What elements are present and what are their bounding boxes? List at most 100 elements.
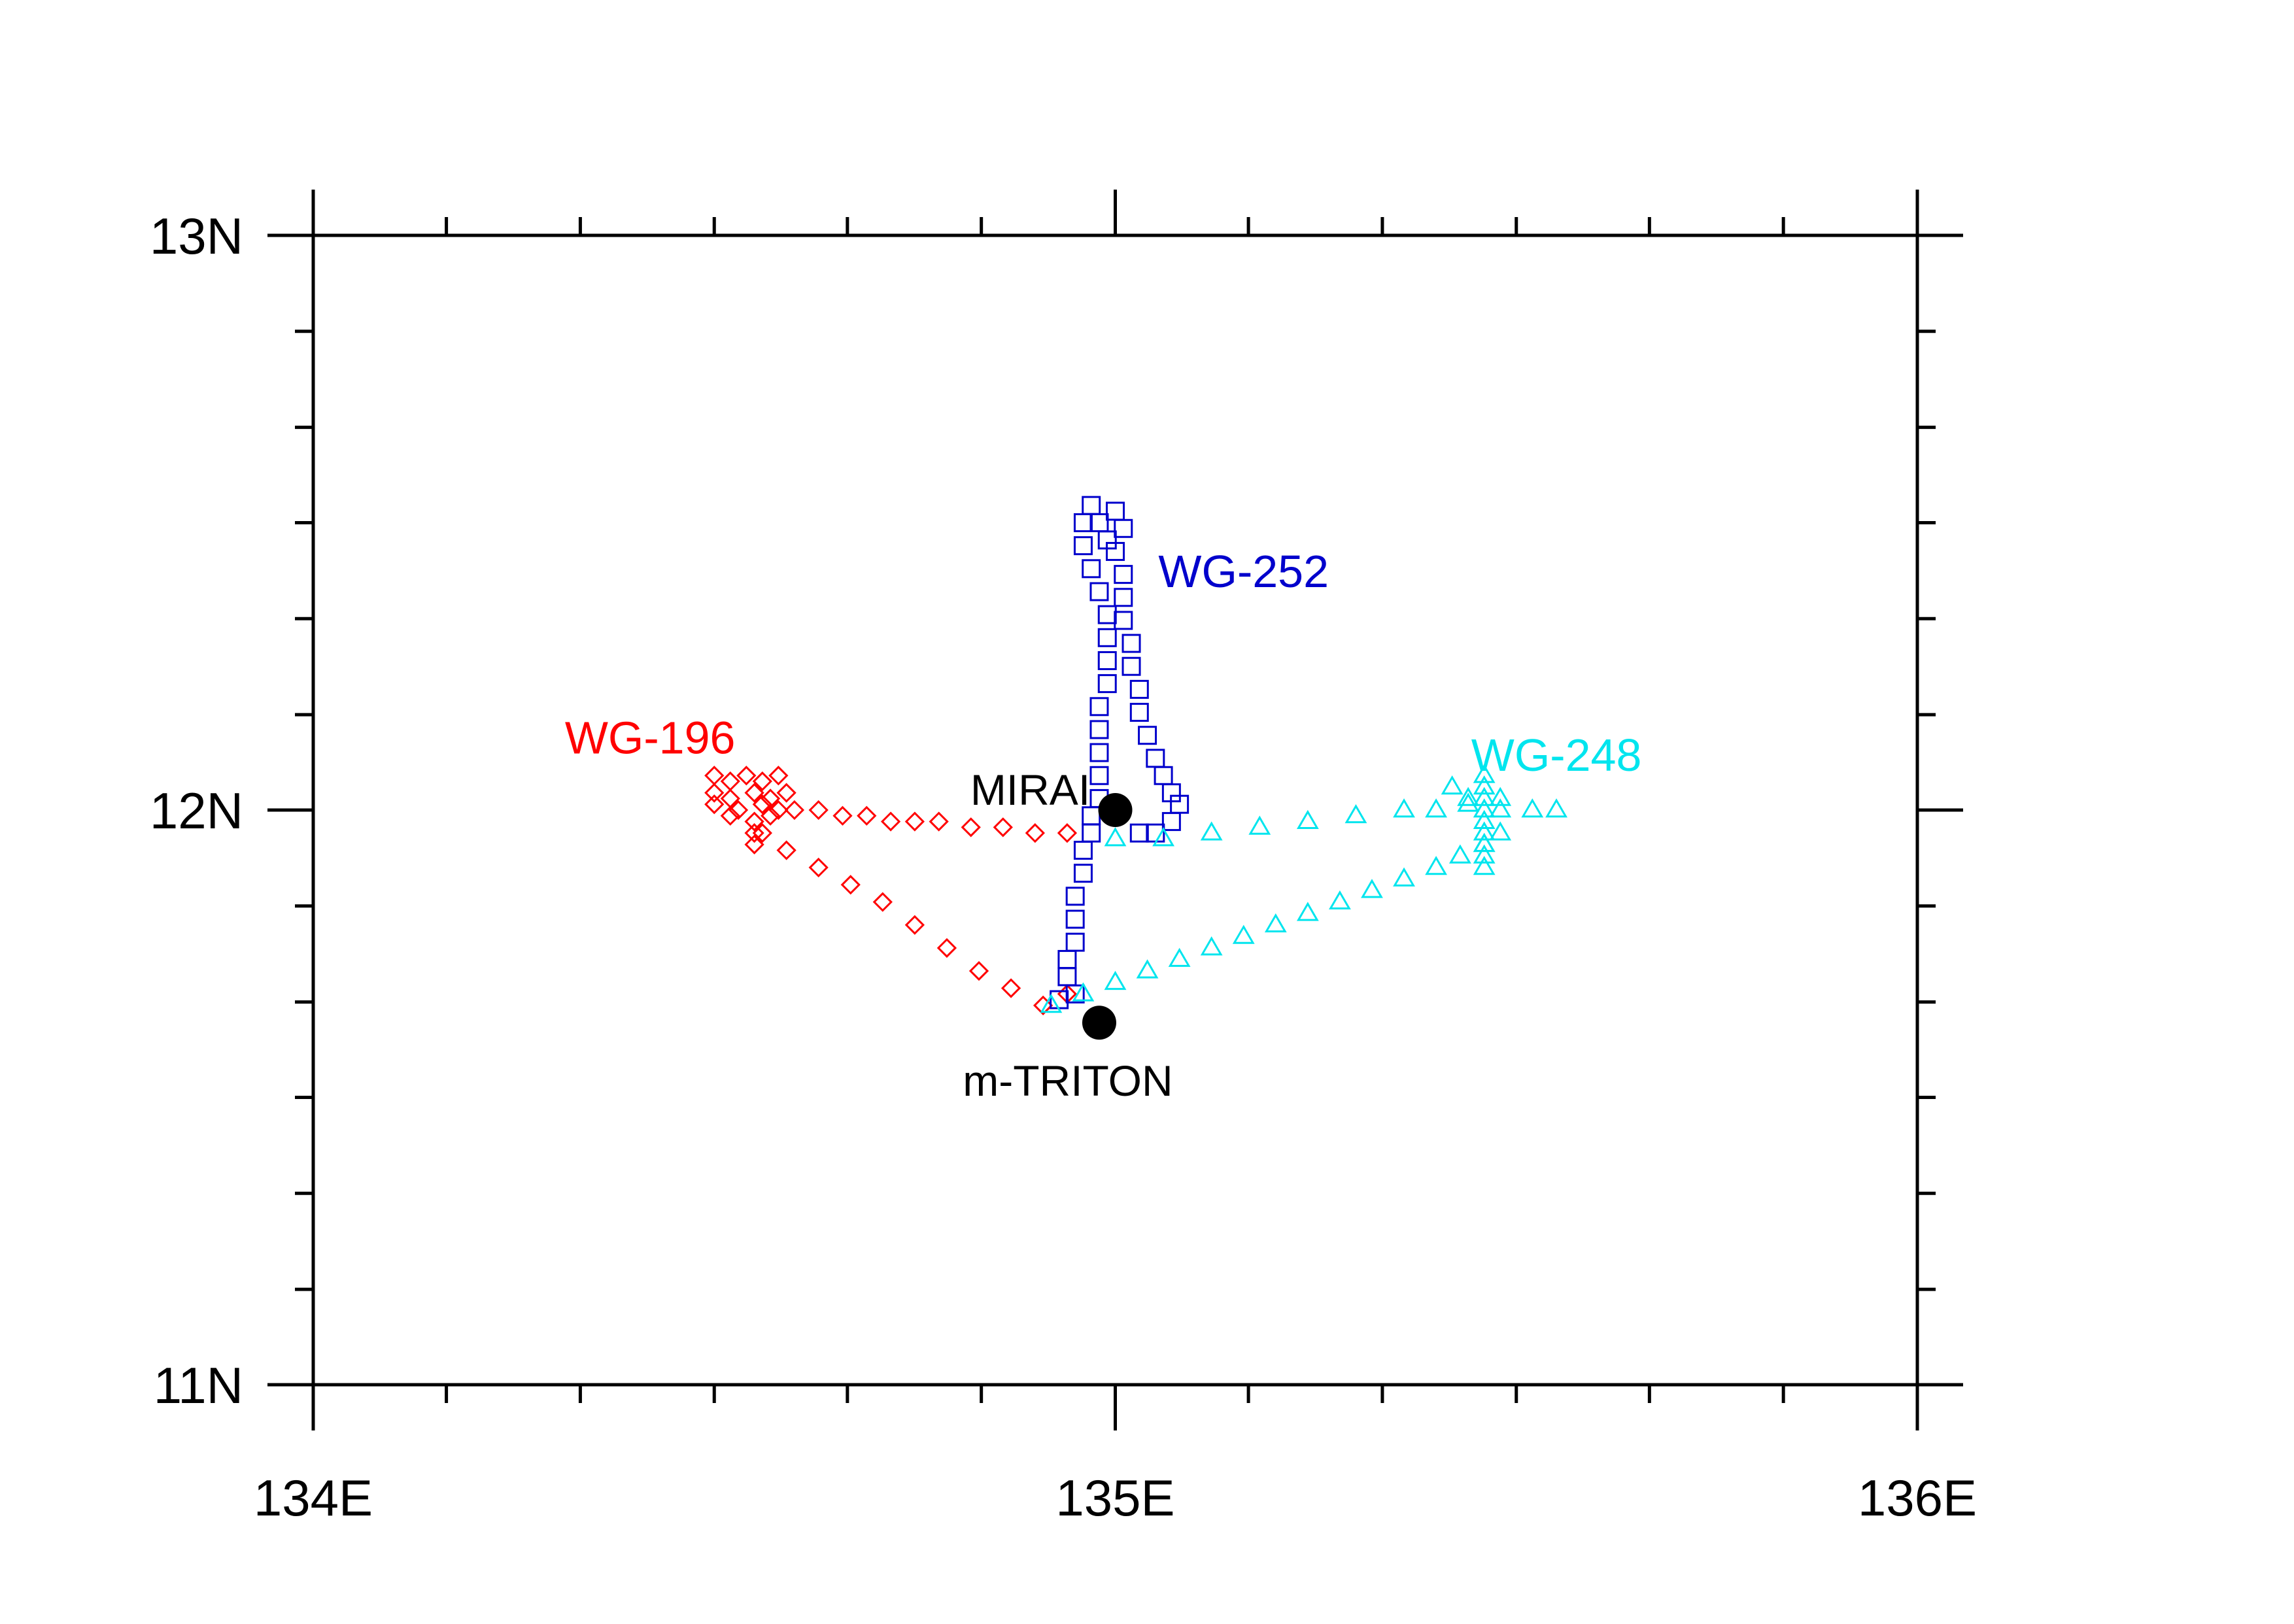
point-wg-248 bbox=[1361, 879, 1383, 898]
point-wg-248 bbox=[1425, 856, 1448, 875]
point-wg-196 bbox=[720, 805, 740, 826]
point-wg-196 bbox=[752, 771, 772, 792]
point-wg-248 bbox=[1545, 798, 1567, 818]
point-wg-196 bbox=[744, 783, 764, 803]
point-wg-252 bbox=[1129, 703, 1149, 722]
point-wg-248 bbox=[1457, 792, 1480, 812]
x-tick-label: 134E bbox=[254, 1469, 373, 1527]
point-wg-196 bbox=[808, 857, 829, 878]
point-wg-196 bbox=[857, 805, 877, 826]
series-label-wg-252: WG-252 bbox=[1158, 546, 1329, 597]
point-wg-248 bbox=[1425, 798, 1448, 818]
point-wg-196 bbox=[768, 800, 789, 820]
point-wg-252 bbox=[1089, 513, 1109, 532]
point-wg-252 bbox=[1114, 611, 1133, 630]
point-wg-252 bbox=[1082, 559, 1101, 579]
point-wg-252 bbox=[1065, 909, 1085, 929]
point-wg-252 bbox=[1089, 697, 1109, 717]
y-tick-label: 12N bbox=[150, 782, 243, 839]
series-wg-196 bbox=[704, 766, 1078, 1015]
point-wg-252 bbox=[1097, 605, 1117, 624]
point-wg-196 bbox=[752, 794, 772, 815]
point-wg-252 bbox=[1082, 823, 1101, 843]
point-wg-252 bbox=[1114, 565, 1133, 584]
point-wg-196 bbox=[961, 817, 981, 837]
point-wg-196 bbox=[752, 823, 772, 843]
point-wg-252 bbox=[1121, 656, 1141, 676]
point-wg-252 bbox=[1089, 582, 1109, 601]
series-layer bbox=[704, 496, 1567, 1015]
axis-ticks: 134E 135E 136E 11N 12N 13N bbox=[150, 190, 1977, 1527]
point-wg-248 bbox=[1473, 821, 1496, 841]
point-wg-196 bbox=[1025, 823, 1045, 843]
point-wg-252 bbox=[1106, 541, 1125, 561]
point-wg-252 bbox=[1073, 841, 1093, 860]
point-wg-196 bbox=[776, 840, 796, 860]
point-wg-248 bbox=[1441, 775, 1464, 795]
point-wg-248 bbox=[1200, 936, 1223, 956]
point-wg-248 bbox=[1393, 798, 1415, 818]
point-wg-248 bbox=[1329, 890, 1351, 910]
point-wg-248 bbox=[1473, 809, 1496, 829]
point-wg-248 bbox=[1104, 970, 1127, 990]
point-wg-252 bbox=[1057, 967, 1077, 987]
point-wg-252 bbox=[1138, 726, 1157, 745]
y-tick-label: 11N bbox=[154, 1357, 243, 1414]
point-wg-248 bbox=[1168, 947, 1191, 967]
point-wg-252 bbox=[1073, 513, 1093, 532]
point-wg-252 bbox=[1097, 651, 1117, 670]
point-wg-248 bbox=[1296, 809, 1319, 829]
point-wg-248 bbox=[1489, 798, 1512, 818]
point-wg-196 bbox=[744, 811, 764, 832]
point-wg-248 bbox=[1344, 804, 1367, 824]
point-wg-252 bbox=[1161, 812, 1181, 832]
point-wg-252 bbox=[1097, 674, 1117, 694]
point-wg-248 bbox=[1104, 827, 1127, 847]
station-marker-m-triton bbox=[1082, 1006, 1116, 1040]
stations-layer bbox=[1082, 793, 1133, 1040]
point-wg-196 bbox=[768, 766, 789, 786]
point-wg-248 bbox=[1136, 959, 1159, 979]
point-wg-248 bbox=[1473, 832, 1496, 853]
point-wg-248 bbox=[1040, 994, 1063, 1013]
station-marker-mirai bbox=[1098, 793, 1133, 827]
point-wg-196 bbox=[776, 783, 796, 803]
point-wg-252 bbox=[1057, 950, 1077, 970]
point-wg-248 bbox=[1489, 787, 1512, 806]
point-wg-196 bbox=[704, 794, 725, 815]
series-label-wg-196: WG-196 bbox=[565, 713, 736, 764]
point-wg-196 bbox=[720, 771, 740, 792]
point-wg-196 bbox=[968, 960, 989, 981]
point-wg-248 bbox=[1489, 821, 1512, 841]
point-wg-252 bbox=[1146, 749, 1165, 768]
point-wg-196 bbox=[936, 938, 957, 958]
point-wg-248 bbox=[1473, 764, 1496, 783]
point-wg-196 bbox=[736, 766, 757, 786]
point-wg-252 bbox=[1114, 588, 1133, 607]
point-wg-252 bbox=[1106, 501, 1125, 521]
point-wg-248 bbox=[1473, 798, 1496, 818]
point-wg-196 bbox=[744, 823, 764, 843]
point-wg-252 bbox=[1089, 720, 1109, 739]
point-wg-252 bbox=[1129, 679, 1149, 699]
point-wg-196 bbox=[993, 817, 1013, 837]
point-wg-252 bbox=[1089, 766, 1109, 785]
station-label-mirai: MIRAI bbox=[970, 766, 1090, 814]
point-wg-196 bbox=[929, 811, 949, 832]
point-wg-196 bbox=[744, 834, 764, 854]
point-wg-248 bbox=[1457, 787, 1480, 806]
point-wg-196 bbox=[872, 892, 893, 912]
point-wg-252 bbox=[1082, 496, 1101, 515]
point-wg-196 bbox=[1057, 823, 1078, 843]
x-tick-label: 136E bbox=[1858, 1469, 1977, 1527]
point-wg-248 bbox=[1264, 913, 1287, 933]
point-wg-248 bbox=[1473, 832, 1496, 853]
point-wg-196 bbox=[840, 875, 861, 895]
point-wg-196 bbox=[704, 766, 725, 786]
point-wg-248 bbox=[1152, 827, 1174, 847]
station-label-m-triton: m-TRITON bbox=[963, 1057, 1173, 1105]
point-wg-252 bbox=[1073, 536, 1093, 556]
point-wg-252 bbox=[1154, 766, 1173, 785]
